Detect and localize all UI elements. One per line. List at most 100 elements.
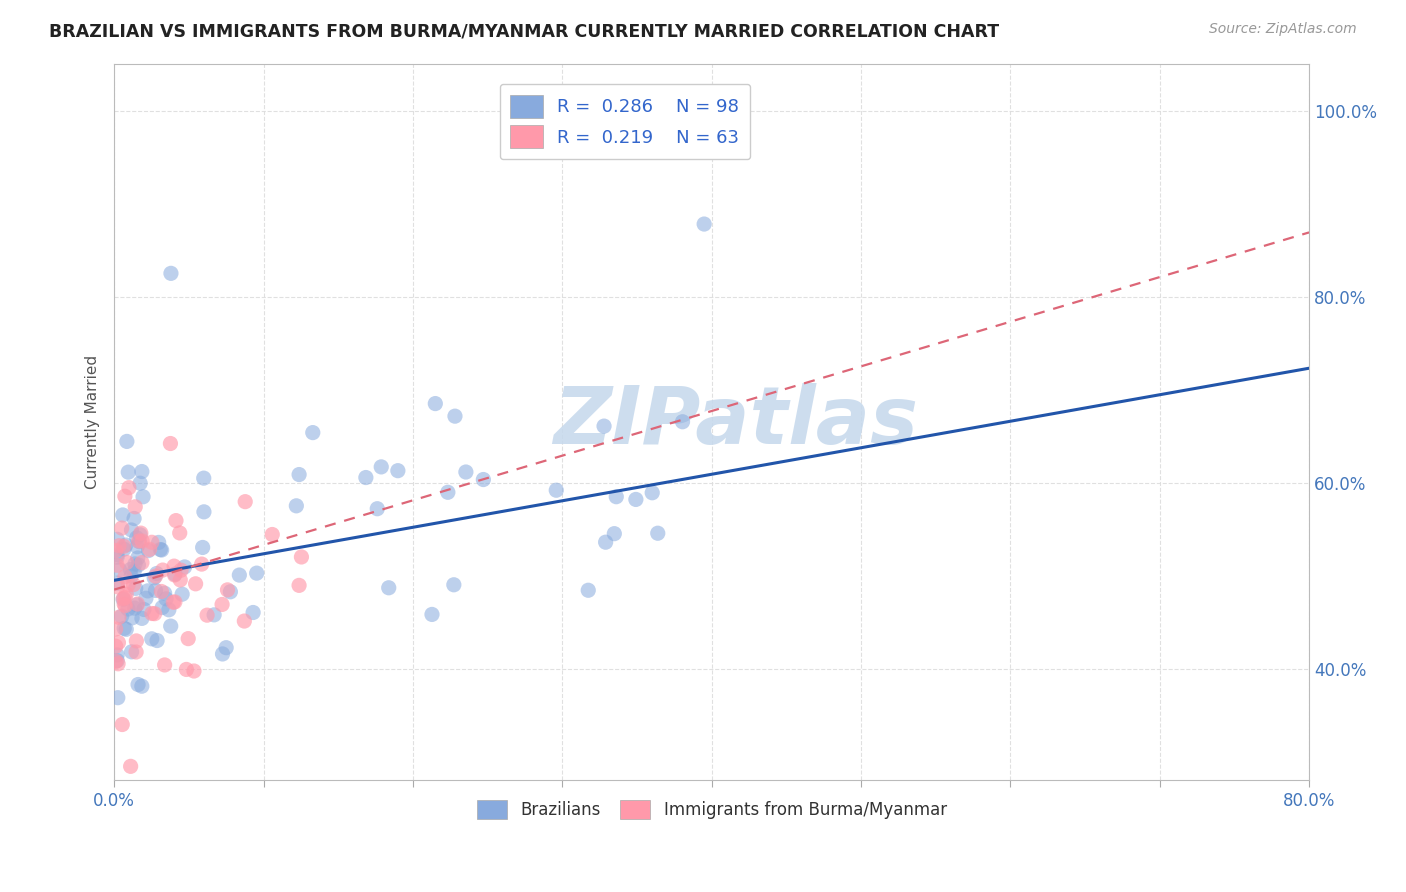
Point [215, 640, 238, 655]
Point [114, 489, 136, 503]
Point [170, 563, 193, 577]
Point [122, 565, 145, 579]
Point [262, 527, 284, 541]
Point [242, 606, 264, 620]
Point [141, 632, 163, 646]
Point [104, 622, 127, 636]
Point [120, 759, 142, 773]
Point [117, 577, 139, 591]
Point [112, 592, 135, 607]
Point [107, 635, 129, 649]
Point [141, 535, 163, 549]
Point [114, 591, 136, 605]
Point [117, 465, 139, 479]
Point [472, 473, 495, 487]
Point [177, 632, 200, 646]
Point [603, 526, 626, 541]
Point [132, 602, 155, 616]
Point [246, 566, 269, 581]
Point [112, 539, 135, 553]
Point [155, 591, 177, 606]
Point [162, 595, 184, 609]
Point [136, 583, 159, 598]
Point [301, 425, 323, 440]
Point [193, 505, 215, 519]
Point [288, 467, 311, 482]
Point [165, 514, 187, 528]
Point [546, 483, 568, 498]
Point [105, 558, 128, 573]
Point [150, 600, 173, 615]
Point [145, 569, 167, 583]
Point [138, 543, 160, 558]
Point [387, 464, 409, 478]
Point [370, 459, 392, 474]
Point [115, 623, 138, 637]
Point [160, 266, 183, 280]
Point [108, 539, 131, 553]
Point [125, 598, 148, 612]
Point [285, 499, 308, 513]
Point [153, 586, 176, 600]
Point [121, 523, 143, 537]
Point [121, 645, 143, 659]
Point [576, 583, 599, 598]
Point [443, 578, 465, 592]
Point [131, 465, 153, 479]
Text: BRAZILIAN VS IMMIGRANTS FROM BURMA/MYANMAR CURRENTLY MARRIED CORRELATION CHART: BRAZILIAN VS IMMIGRANTS FROM BURMA/MYANM… [49, 22, 1000, 40]
Point [111, 609, 134, 624]
Point [172, 587, 194, 601]
Point [131, 679, 153, 693]
Point [127, 597, 149, 611]
Point [605, 490, 627, 504]
Point [114, 599, 136, 613]
Point [190, 557, 212, 571]
Point [122, 577, 145, 591]
Point [107, 657, 129, 671]
Point [127, 677, 149, 691]
Point [118, 481, 141, 495]
Point [120, 569, 142, 583]
Point [112, 591, 135, 606]
Point [122, 511, 145, 525]
Point [138, 542, 160, 557]
Point [153, 657, 176, 672]
Point [420, 607, 443, 622]
Point [169, 525, 191, 540]
Point [125, 634, 148, 648]
Point [146, 633, 169, 648]
Point [290, 549, 312, 564]
Point [219, 584, 242, 599]
Point [444, 409, 467, 424]
Point [115, 538, 138, 552]
Point [595, 535, 617, 549]
Point [647, 526, 669, 541]
Point [183, 664, 205, 678]
Point [202, 607, 225, 622]
Point [115, 587, 138, 601]
Point [150, 584, 173, 599]
Point [127, 551, 149, 566]
Point [593, 419, 616, 434]
Point [152, 563, 174, 577]
Y-axis label: Currently Married: Currently Married [86, 355, 100, 489]
Point [127, 540, 149, 554]
Point [671, 415, 693, 429]
Point [157, 603, 180, 617]
Point [143, 607, 166, 621]
Point [148, 535, 170, 549]
Point [193, 471, 215, 485]
Point [217, 582, 239, 597]
Point [288, 578, 311, 592]
Point [108, 563, 131, 577]
Point [129, 476, 152, 491]
Point [184, 576, 207, 591]
Point [104, 654, 127, 668]
Point [176, 662, 198, 676]
Point [354, 470, 377, 484]
Point [641, 485, 664, 500]
Point [105, 533, 128, 547]
Point [124, 557, 146, 571]
Point [437, 485, 460, 500]
Point [112, 597, 135, 611]
